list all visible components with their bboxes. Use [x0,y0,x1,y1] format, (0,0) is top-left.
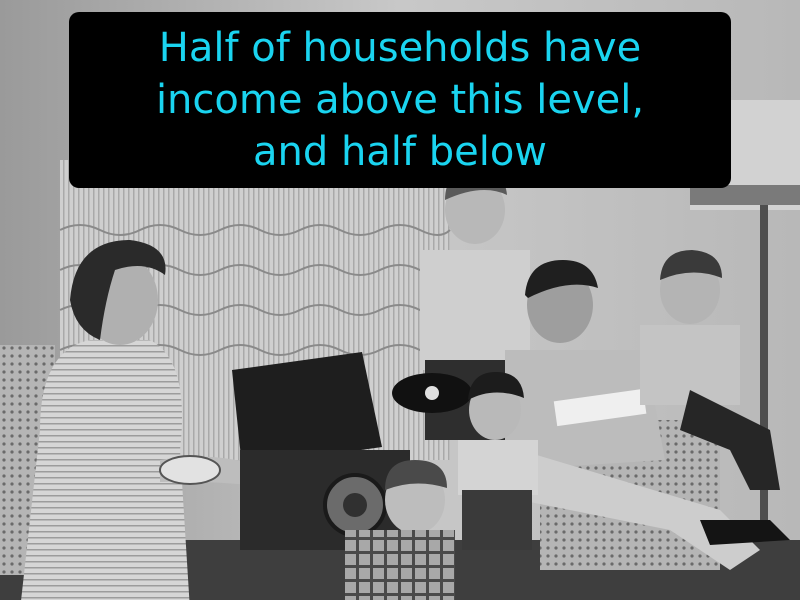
mother-hair [70,240,166,340]
right-boy-shirt [640,325,740,405]
toddler-face [469,380,521,440]
father-legs [520,450,760,570]
book [553,388,647,427]
front-boy-shirt [345,530,455,600]
toddler-shirt [458,440,538,495]
standing-boy-shirt [420,250,530,370]
toddler-shorts [462,490,532,550]
mother-dress [21,340,190,600]
toddler-hair [468,372,524,400]
right-boy-pants [680,390,780,490]
caption-line-1: Half of households have [158,25,642,71]
caption-line-3: and half below [252,129,548,175]
father-hair [525,260,598,298]
curtain-pattern [59,224,451,236]
right-boy-hair [660,250,722,280]
record-player-lid [232,352,382,467]
caption-line-2: income above this level, [155,77,645,123]
speaker-center [343,493,367,517]
lamp-shade [690,185,800,205]
front-boy-hair [385,460,447,490]
father-shoe [700,520,790,545]
caption-box: Half of households have income above thi… [69,12,731,188]
lamp-pole [760,200,768,530]
record-label [425,386,439,400]
record-in-hand [159,455,221,485]
